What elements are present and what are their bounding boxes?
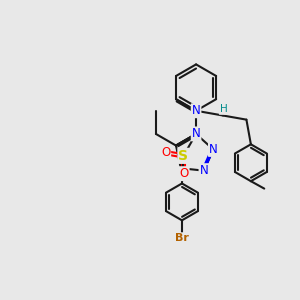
Text: Br: Br [175, 233, 189, 243]
Text: N: N [200, 164, 208, 177]
Text: O: O [161, 146, 170, 159]
Text: N: N [192, 128, 200, 140]
Text: N: N [192, 104, 200, 117]
Text: H: H [220, 104, 227, 114]
Text: S: S [178, 149, 188, 163]
Text: O: O [179, 167, 189, 180]
Text: N: N [209, 143, 218, 156]
